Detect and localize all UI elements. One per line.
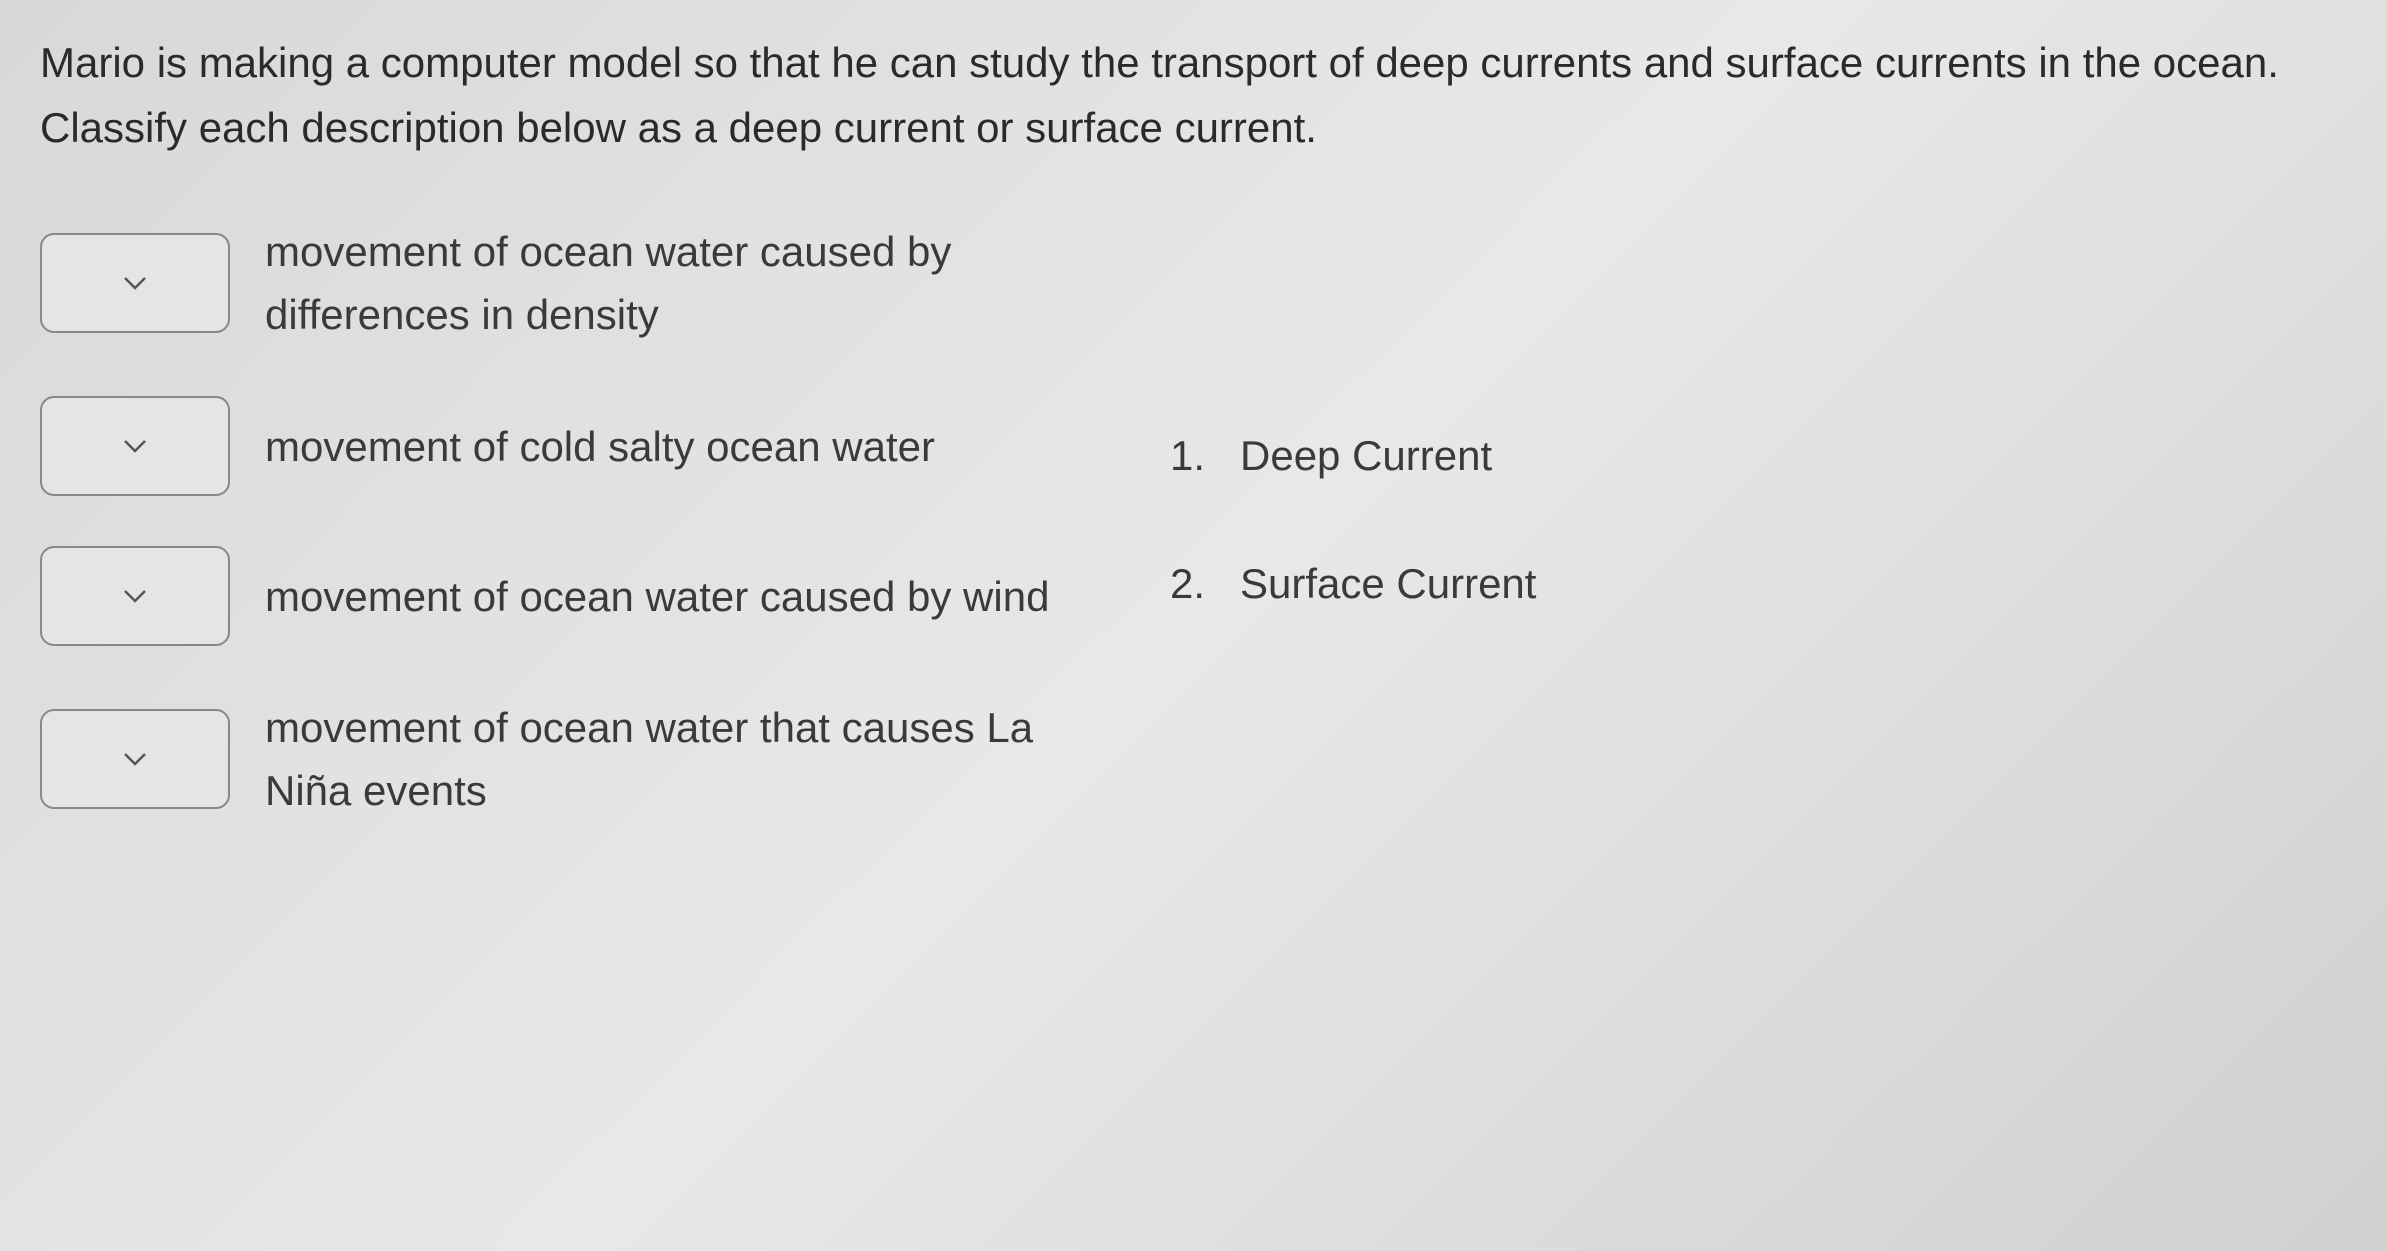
item-description: movement of cold salty ocean water — [265, 415, 935, 478]
answer-dropdown-1[interactable] — [40, 233, 230, 333]
matching-items-column: movement of ocean water caused by differ… — [40, 220, 1090, 872]
answer-dropdown-3[interactable] — [40, 546, 230, 646]
item-description: movement of ocean water caused by wind — [265, 565, 1049, 628]
option-item: 2. Surface Current — [1170, 538, 1536, 630]
chevron-down-icon — [123, 276, 147, 290]
chevron-down-icon — [123, 752, 147, 766]
option-item: 1. Deep Current — [1170, 410, 1536, 502]
match-row: movement of ocean water that causes La N… — [40, 696, 1090, 822]
match-row: movement of cold salty ocean water — [40, 396, 1090, 496]
option-label: Deep Current — [1240, 410, 1492, 502]
option-label: Surface Current — [1240, 538, 1536, 630]
item-description: movement of ocean water that causes La N… — [265, 696, 1090, 822]
match-row: movement of ocean water caused by wind — [40, 546, 1090, 646]
answer-dropdown-2[interactable] — [40, 396, 230, 496]
item-description: movement of ocean water caused by differ… — [265, 220, 1090, 346]
content-container: movement of ocean water caused by differ… — [40, 220, 2347, 872]
chevron-down-icon — [123, 589, 147, 603]
option-number: 2. — [1170, 538, 1215, 630]
chevron-down-icon — [123, 439, 147, 453]
options-list: 1. Deep Current 2. Surface Current — [1170, 410, 1536, 630]
option-number: 1. — [1170, 410, 1215, 502]
question-prompt: Mario is making a computer model so that… — [40, 30, 2347, 160]
answer-dropdown-4[interactable] — [40, 709, 230, 809]
match-row: movement of ocean water caused by differ… — [40, 220, 1090, 346]
options-column: 1. Deep Current 2. Surface Current — [1170, 220, 1536, 872]
